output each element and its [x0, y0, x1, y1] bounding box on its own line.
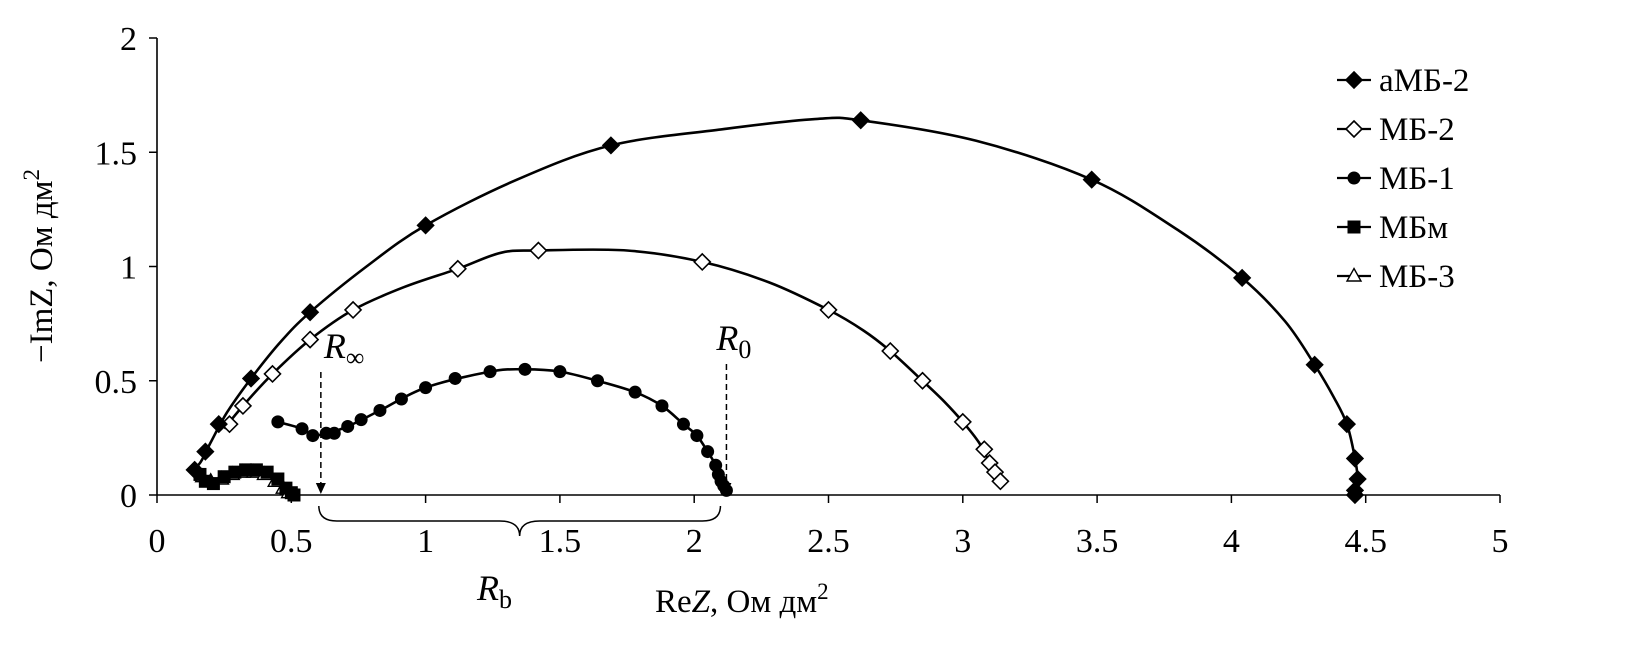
legend-marker-3: [1347, 220, 1361, 234]
x-tick-label: 0.5: [270, 523, 313, 560]
data-point-series-1: [263, 364, 282, 384]
y-tick-label: 2: [120, 21, 137, 58]
data-point-series-1: [529, 241, 548, 260]
data-point-series-1: [991, 472, 1010, 491]
data-point-series-1: [693, 252, 712, 272]
data-point-series-2: [448, 371, 462, 385]
r-inf-arrow-head: [315, 483, 326, 494]
data-point-series-3: [206, 477, 220, 491]
legend-marker-4: [1345, 267, 1363, 282]
annotation-r_b: Rb: [476, 568, 512, 614]
legend-label-1: МБ-2: [1379, 112, 1455, 148]
data-point-series-0: [1345, 485, 1365, 505]
data-point-series-2: [419, 381, 433, 395]
data-point-series-2: [518, 362, 532, 376]
data-point-series-1: [343, 300, 363, 320]
data-point-series-2: [295, 422, 309, 436]
legend-marker-1: [1344, 119, 1364, 139]
x-tick-label: 2.5: [807, 523, 850, 560]
data-point-series-0: [241, 369, 261, 388]
data-point-series-2: [591, 374, 605, 388]
data-point-series-2: [394, 392, 408, 406]
data-point-series-2: [676, 417, 690, 431]
x-tick-label: 2: [686, 523, 703, 560]
data-point-series-0: [196, 442, 215, 461]
data-point-series-3: [260, 465, 274, 479]
legend-label-3: МБм: [1379, 210, 1448, 246]
data-point-series-0: [300, 303, 320, 322]
data-point-series-0: [1345, 449, 1365, 468]
data-point-series-2: [553, 365, 567, 379]
data-point-series-3: [287, 488, 301, 502]
data-point-series-1: [448, 259, 467, 278]
data-point-series-3: [217, 470, 231, 484]
data-point-series-0: [1082, 170, 1101, 189]
x-tick-label: 1.5: [539, 523, 582, 560]
axis-titles: ReZ, Ом дм2 −ImZ, Ом дм2: [19, 169, 829, 620]
data-point-series-2: [327, 426, 341, 440]
data-point-series-1: [953, 412, 972, 432]
x-tick-label: 1: [417, 523, 434, 560]
legend-label-4: МБ-3: [1379, 259, 1455, 295]
legend-label-0: аМБ-2: [1379, 63, 1469, 99]
data-point-series-2: [373, 403, 387, 417]
data-point-series-2: [306, 429, 320, 443]
x-axis-title: ReZ, Ом дм2: [655, 579, 829, 620]
y-tick-label: 0: [120, 478, 137, 515]
x-tick-label: 0: [149, 523, 166, 560]
legend-marker-0: [1344, 70, 1364, 90]
axes: 0 0.5 1 1.5 2 2.5 3 3.5 4 4.5 5 0 0.5 1 1.5 2: [95, 21, 1509, 560]
data-point-series-3: [239, 463, 253, 477]
data-point-series-2: [271, 415, 285, 429]
data-point-series-0: [1337, 415, 1357, 434]
data-point-series-2: [483, 365, 497, 379]
x-tick-label: 3.5: [1076, 523, 1119, 560]
series-curves: [188, 116, 1359, 497]
series-line-0: [188, 116, 1359, 496]
y-tick-label: 1.5: [95, 135, 138, 172]
data-point-series-0: [416, 216, 435, 235]
r-b-brace: [318, 505, 722, 537]
data-point-series-2: [690, 429, 704, 443]
series-markers: [185, 111, 1367, 505]
x-tick-label: 3: [954, 523, 971, 560]
legend: аМБ-2 МБ-2 МБ-1 МБм МБ-3: [1337, 63, 1469, 295]
legend-marker-2: [1347, 171, 1361, 185]
x-tick-label: 5: [1492, 523, 1509, 560]
data-point-series-0: [185, 460, 204, 479]
data-point-series-0: [601, 136, 621, 155]
y-axis-title: −ImZ, Ом дм2: [19, 169, 60, 363]
data-point-series-2: [655, 399, 669, 413]
annotation-r_inf: R∞: [323, 326, 365, 372]
data-point-series-1: [233, 396, 253, 416]
data-point-series-1: [975, 440, 994, 459]
annotation-r_0: R0: [715, 318, 751, 364]
data-point-series-0: [1305, 355, 1324, 374]
data-point-series-0: [209, 415, 228, 434]
x-tick-label: 4.5: [1344, 523, 1387, 560]
data-point-series-2: [628, 385, 642, 399]
data-point-series-1: [881, 341, 900, 361]
data-point-series-3: [249, 463, 263, 477]
data-point-series-1: [819, 300, 838, 320]
data-point-series-2: [701, 445, 715, 459]
legend-label-2: МБ-1: [1379, 161, 1455, 197]
x-tick-label: 4: [1223, 523, 1240, 560]
data-point-series-3: [228, 465, 242, 479]
annotations: R∞ R0 Rb: [315, 318, 751, 614]
y-tick-label: 1: [120, 250, 137, 287]
data-point-series-1: [300, 330, 320, 349]
data-point-series-2: [354, 413, 368, 427]
data-point-series-1: [913, 371, 932, 390]
data-point-series-0: [851, 111, 870, 130]
data-point-series-2: [341, 419, 355, 433]
data-point-series-0: [1233, 268, 1252, 288]
y-tick-label: 0.5: [95, 364, 138, 401]
data-point-series-2: [719, 483, 733, 497]
